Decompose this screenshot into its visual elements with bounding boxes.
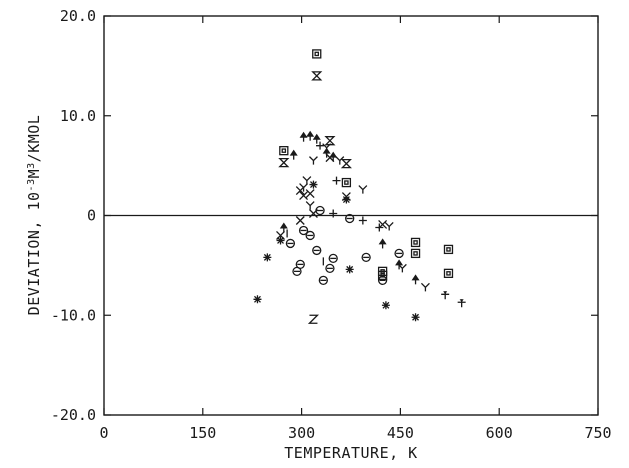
data-point-Y bbox=[335, 156, 345, 165]
y-tick-label: 20.0 bbox=[60, 7, 96, 25]
data-point-plus bbox=[316, 141, 325, 150]
data-point-asterisk bbox=[276, 236, 285, 245]
data-point-Z bbox=[307, 314, 320, 324]
data-point-Y bbox=[420, 282, 430, 292]
data-point-square bbox=[341, 177, 352, 188]
axis-ticks bbox=[103, 15, 599, 416]
data-point-circle bbox=[298, 225, 309, 236]
data-point-circle bbox=[292, 266, 302, 277]
y-axis-label: DEVIATION, 10-3M3/KMOL bbox=[25, 115, 43, 316]
x-axis-label: TEMPERATURE, K bbox=[284, 444, 417, 462]
data-point-hourglass bbox=[311, 71, 323, 81]
data-point-square bbox=[443, 268, 454, 279]
data-point-asterisk bbox=[263, 253, 272, 262]
data-point-circle bbox=[377, 275, 388, 285]
data-point-Y bbox=[308, 156, 318, 165]
data-point-Y bbox=[305, 201, 315, 210]
data-point-cross bbox=[299, 191, 309, 201]
x-tick-label: 750 bbox=[584, 424, 611, 442]
y-tick-label: 0 bbox=[87, 207, 96, 225]
data-points bbox=[253, 49, 466, 324]
data-point-plus bbox=[358, 216, 367, 225]
data-point-square bbox=[312, 49, 322, 59]
data-point-Y bbox=[397, 263, 407, 273]
data-point-plus bbox=[375, 223, 384, 232]
data-point-circle bbox=[394, 248, 404, 259]
data-point-square bbox=[443, 244, 454, 255]
data-point-circle bbox=[285, 238, 296, 249]
y-axis-label-prefix: DEVIATION, 10 bbox=[25, 191, 43, 315]
data-point-circle bbox=[312, 245, 322, 256]
data-point-arrow bbox=[289, 149, 298, 160]
data-point-arrow bbox=[299, 131, 308, 142]
y-tick-label: -20.0 bbox=[51, 406, 96, 424]
data-point-Y bbox=[358, 185, 368, 194]
data-point-square bbox=[410, 237, 421, 248]
data-point-arrow bbox=[378, 238, 387, 249]
data-point-dagger bbox=[457, 299, 466, 308]
y-tick-label: 10.0 bbox=[60, 107, 96, 125]
data-point-circle bbox=[361, 252, 371, 263]
data-point-dagger bbox=[441, 291, 450, 300]
x-tick-label: 300 bbox=[288, 424, 315, 442]
data-point-asterisk bbox=[309, 180, 318, 189]
data-point-arrow bbox=[329, 151, 338, 162]
y-tick-labels: -20.0 -10.0 0 10.0 20.0 bbox=[51, 7, 96, 424]
data-point-circle bbox=[325, 263, 335, 274]
data-point-plus bbox=[332, 176, 341, 185]
data-point-asterisk bbox=[253, 295, 262, 304]
data-point-square bbox=[410, 248, 421, 259]
y-axis-label-unit: /KMOL bbox=[25, 115, 43, 163]
data-point-asterisk bbox=[342, 195, 351, 204]
x-tick-labels: 0 150 300 450 600 750 bbox=[99, 424, 611, 442]
x-tick-label: 150 bbox=[189, 424, 216, 442]
data-point-cross bbox=[295, 216, 305, 225]
data-point-plus bbox=[329, 209, 338, 218]
x-tick-label: 600 bbox=[486, 424, 513, 442]
y-tick-label: -10.0 bbox=[51, 306, 96, 324]
data-point-Y bbox=[384, 222, 394, 231]
x-tick-label: 450 bbox=[387, 424, 414, 442]
data-point-asterisk bbox=[381, 301, 390, 310]
data-point-circle bbox=[345, 213, 355, 224]
y-axis-label-suffix: M bbox=[25, 169, 43, 179]
data-point-square bbox=[279, 146, 289, 156]
data-point-asterisk bbox=[411, 313, 420, 322]
data-point-hourglass bbox=[324, 136, 336, 146]
data-point-hourglass bbox=[278, 157, 290, 168]
y-axis-label-exp: -3 bbox=[26, 178, 37, 191]
data-point-circle bbox=[318, 275, 328, 285]
data-point-circle bbox=[315, 205, 325, 216]
data-point-Y bbox=[322, 143, 332, 152]
data-point-arrow bbox=[279, 222, 288, 233]
data-point-circle bbox=[305, 230, 315, 241]
data-point-arrow bbox=[312, 133, 321, 144]
data-point-circle bbox=[328, 253, 338, 264]
data-point-arrow bbox=[306, 130, 315, 141]
data-point-hourglass bbox=[340, 158, 352, 169]
data-point-arrow bbox=[411, 274, 420, 285]
data-point-Y bbox=[299, 183, 309, 192]
x-tick-label: 0 bbox=[99, 424, 108, 442]
y-axis-label-exp2: 3 bbox=[26, 162, 37, 169]
data-point-asterisk bbox=[345, 265, 354, 274]
data-point-cross bbox=[305, 189, 315, 199]
